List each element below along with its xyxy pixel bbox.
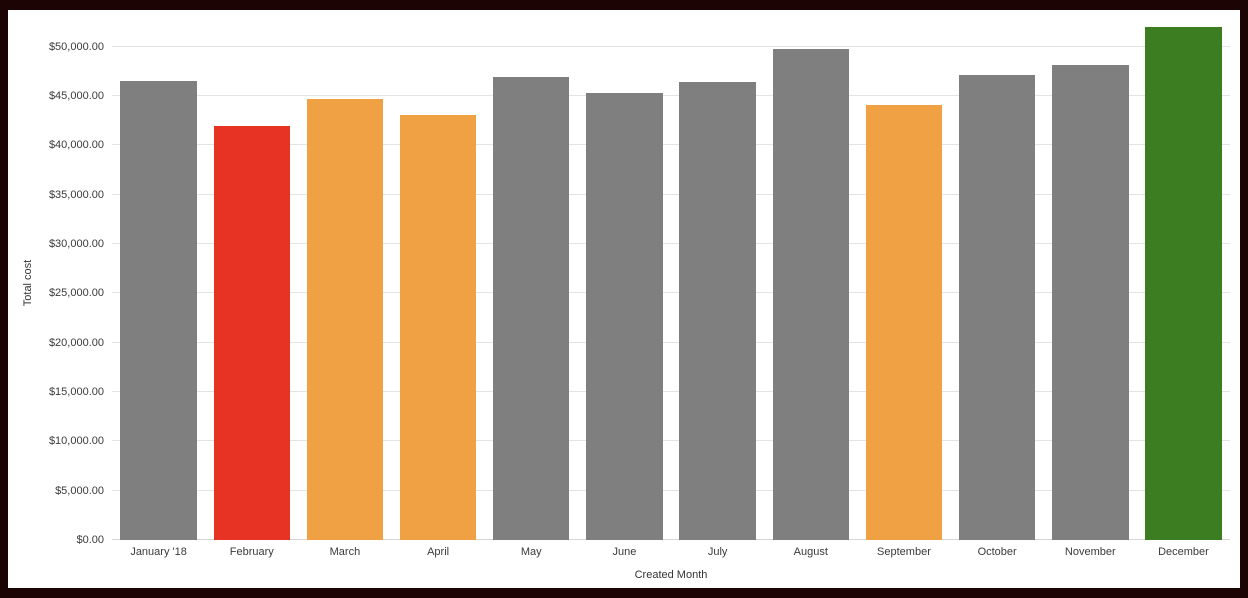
bar-slot bbox=[951, 27, 1044, 540]
x-tick-label: April bbox=[427, 546, 450, 558]
y-axis: $0.00 $5,000.00 $10,000.00 $15,000.00 $20,00… bbox=[8, 27, 104, 546]
bar-july[interactable] bbox=[679, 82, 756, 540]
x-tick-label: November bbox=[1064, 546, 1116, 558]
grid-layer bbox=[112, 27, 1230, 540]
plot-area bbox=[112, 27, 1230, 540]
bar-slot bbox=[112, 27, 205, 540]
x-tick-label: July bbox=[707, 546, 728, 558]
gridline bbox=[112, 489, 1230, 491]
gridline bbox=[112, 144, 1230, 146]
y-tick-label: $0.00 bbox=[76, 534, 104, 546]
gridline bbox=[112, 292, 1230, 294]
x-tick-label: May bbox=[520, 546, 542, 558]
y-tick-label: $10,000.00 bbox=[48, 435, 104, 448]
bar-slot bbox=[671, 27, 764, 540]
bar-june[interactable] bbox=[586, 93, 663, 540]
chart-frame: Total cost $0.00 $5,000.00 $10,000.00 $15,0… bbox=[8, 10, 1240, 588]
y-tick-label: $5,000.00 bbox=[55, 484, 104, 497]
bar-slot bbox=[205, 27, 298, 540]
bar-slot bbox=[857, 27, 950, 540]
bar-slot bbox=[764, 27, 857, 540]
gridline bbox=[112, 440, 1230, 442]
x-tick-label: October bbox=[977, 546, 1017, 558]
x-tick-label: March bbox=[329, 546, 361, 558]
gridline bbox=[112, 341, 1230, 343]
x-tick-label: December bbox=[1158, 546, 1209, 558]
y-tick-label: $15,000.00 bbox=[48, 386, 104, 399]
bar-august[interactable] bbox=[772, 48, 849, 540]
gridline bbox=[112, 45, 1230, 47]
gridline bbox=[112, 95, 1230, 97]
bar-january-18[interactable] bbox=[120, 81, 197, 540]
y-tick-label: $45,000.00 bbox=[48, 90, 104, 103]
bar-march[interactable] bbox=[306, 99, 384, 540]
bar-november[interactable] bbox=[1052, 65, 1129, 540]
x-tick-label: August bbox=[793, 546, 828, 558]
bar-slot bbox=[392, 27, 485, 540]
y-tick-label: $25,000.00 bbox=[48, 287, 104, 300]
x-tick-label: June bbox=[612, 546, 637, 558]
x-axis-title: Created Month bbox=[634, 569, 708, 581]
y-tick-label: $50,000.00 bbox=[48, 40, 104, 53]
gridline bbox=[112, 193, 1230, 195]
bars-layer bbox=[112, 27, 1230, 540]
gridline bbox=[112, 391, 1230, 393]
y-tick-label: $40,000.00 bbox=[48, 139, 104, 152]
y-tick-label: $35,000.00 bbox=[48, 188, 104, 201]
bar-slot bbox=[1044, 27, 1137, 540]
x-tick-label: January '18 bbox=[130, 546, 187, 558]
bar-slot bbox=[578, 27, 671, 540]
bar-slot bbox=[485, 27, 578, 540]
y-tick-label: $20,000.00 bbox=[48, 336, 104, 349]
bar-may[interactable] bbox=[493, 77, 570, 540]
bar-february[interactable] bbox=[213, 125, 290, 540]
bar-april[interactable] bbox=[399, 114, 477, 540]
y-tick-label: $30,000.00 bbox=[48, 238, 104, 251]
bar-october[interactable] bbox=[958, 75, 1036, 540]
bar-slot bbox=[1137, 27, 1230, 540]
bar-december[interactable] bbox=[1145, 27, 1222, 540]
bar-slot bbox=[298, 27, 391, 540]
x-tick-label: September bbox=[877, 546, 931, 558]
x-axis: January '18 February March April May June July… bbox=[112, 546, 1230, 562]
bar-september[interactable] bbox=[865, 104, 943, 540]
x-tick-label: February bbox=[229, 546, 274, 558]
gridline bbox=[112, 539, 1230, 540]
gridline bbox=[112, 243, 1230, 245]
